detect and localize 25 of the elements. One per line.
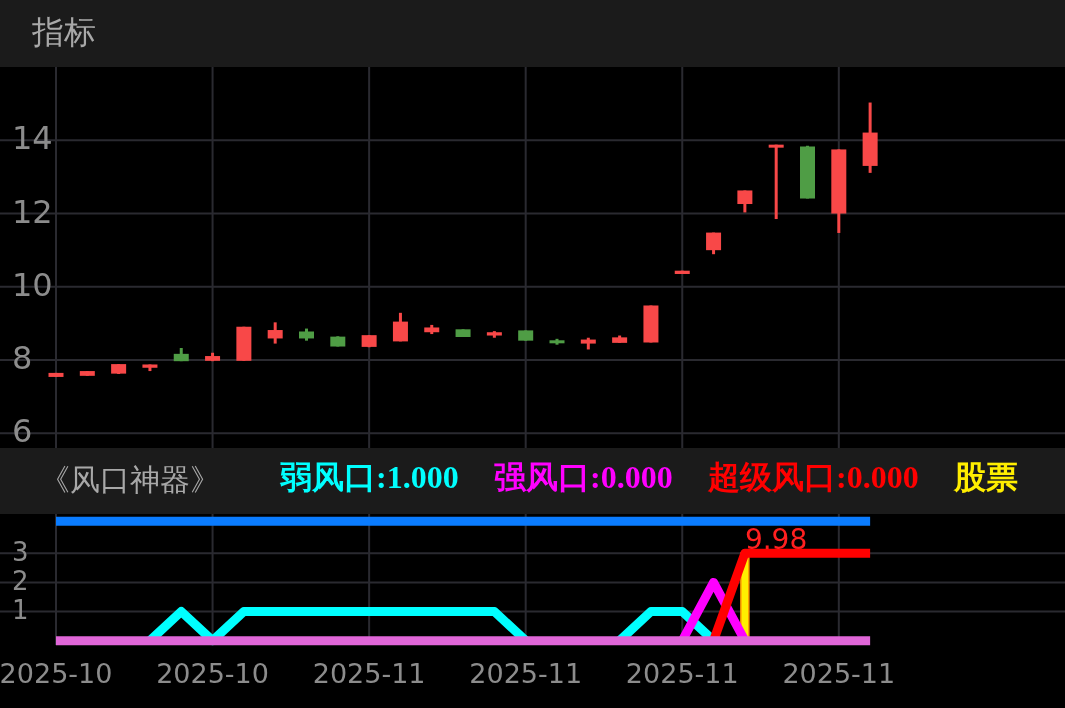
y-tick-label: 6 [12, 412, 33, 451]
x-tick-label: 2025-11 [312, 657, 426, 689]
x-tick-label: 2025-11 [782, 657, 896, 689]
y-tick-label: 2 [12, 565, 29, 596]
x-tick-label: 2025-10 [0, 657, 113, 689]
text: 弱风口:1.000 [279, 459, 459, 496]
x-tick-label: 2025-11 [469, 657, 583, 689]
candlestick [267, 322, 283, 344]
y-tick-label: 12 [12, 192, 53, 231]
text: 股票 [953, 459, 1018, 496]
y-tick-label: 10 [12, 265, 53, 304]
x-tick-label: 2025-10 [156, 657, 269, 689]
candlestick [737, 190, 753, 213]
y-tick-label: 3 [12, 536, 29, 567]
text: 强风口:0.000 [494, 459, 673, 496]
y-tick-label: 14 [12, 119, 53, 158]
chart-title: 指标 [31, 12, 96, 51]
candlestick [768, 144, 784, 221]
candlestick [392, 311, 408, 342]
y-tick-label: 1 [12, 595, 29, 626]
x-tick-label: 2025-11 [625, 657, 739, 689]
y-tick-label: 8 [12, 339, 33, 378]
annotation: 9.98 [744, 523, 808, 557]
chart-title: 《风口神器》 [40, 461, 220, 497]
text: 超级风口:0.000 [707, 459, 919, 496]
